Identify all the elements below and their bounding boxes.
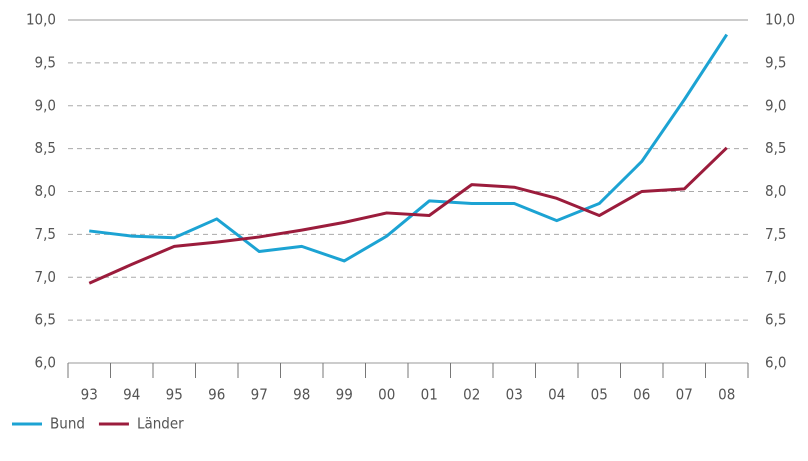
- x-tick-label: 95: [166, 386, 183, 404]
- x-tick-label: 07: [676, 386, 693, 404]
- y2-tick-label: 7,0: [765, 268, 786, 286]
- y-tick-label: 6,0: [35, 354, 56, 372]
- y2-tick-label: 9,5: [765, 53, 786, 71]
- y-tick-label: 7,0: [35, 268, 56, 286]
- y2-tick-label: 6,5: [765, 311, 786, 329]
- y-tick-label: 8,5: [35, 139, 56, 157]
- y2-tick-label: 6,0: [765, 354, 786, 372]
- y2-tick-label: 10,0: [765, 11, 795, 29]
- y-tick-label: 7,5: [35, 225, 56, 243]
- x-tick-label: 98: [293, 386, 310, 404]
- y2-tick-label: 8,0: [765, 182, 786, 200]
- y-tick-label: 9,0: [35, 96, 56, 114]
- line-series: [89, 33, 729, 263]
- legend-label: Länder: [137, 415, 184, 433]
- x-tick-label: 93: [81, 386, 98, 404]
- legend-label: Bund: [50, 415, 85, 433]
- y2-tick-label: 8,5: [765, 139, 786, 157]
- y-tick-label: 6,5: [35, 311, 56, 329]
- x-tick-label: 97: [251, 386, 268, 404]
- y2-tick-label: 9,0: [765, 96, 786, 114]
- y-tick-label: 9,5: [35, 53, 56, 71]
- x-tick-label: 01: [421, 386, 438, 404]
- x-tick-label: 05: [591, 386, 608, 404]
- y-tick-label: 10,0: [26, 11, 56, 29]
- y2-tick-label: 7,5: [765, 225, 786, 243]
- x-tick-label: 03: [506, 386, 523, 404]
- line-series: [88, 146, 728, 285]
- y-tick-label: 8,0: [35, 182, 56, 200]
- x-tick-label: 96: [208, 386, 225, 404]
- x-tick-label: 04: [548, 386, 565, 404]
- x-tick-label: 94: [123, 386, 140, 404]
- x-tick-label: 99: [336, 386, 353, 404]
- x-tick-label: 08: [718, 386, 735, 404]
- x-tick-label: 00: [378, 386, 395, 404]
- x-tick-label: 02: [463, 386, 480, 404]
- x-tick-label: 06: [633, 386, 650, 404]
